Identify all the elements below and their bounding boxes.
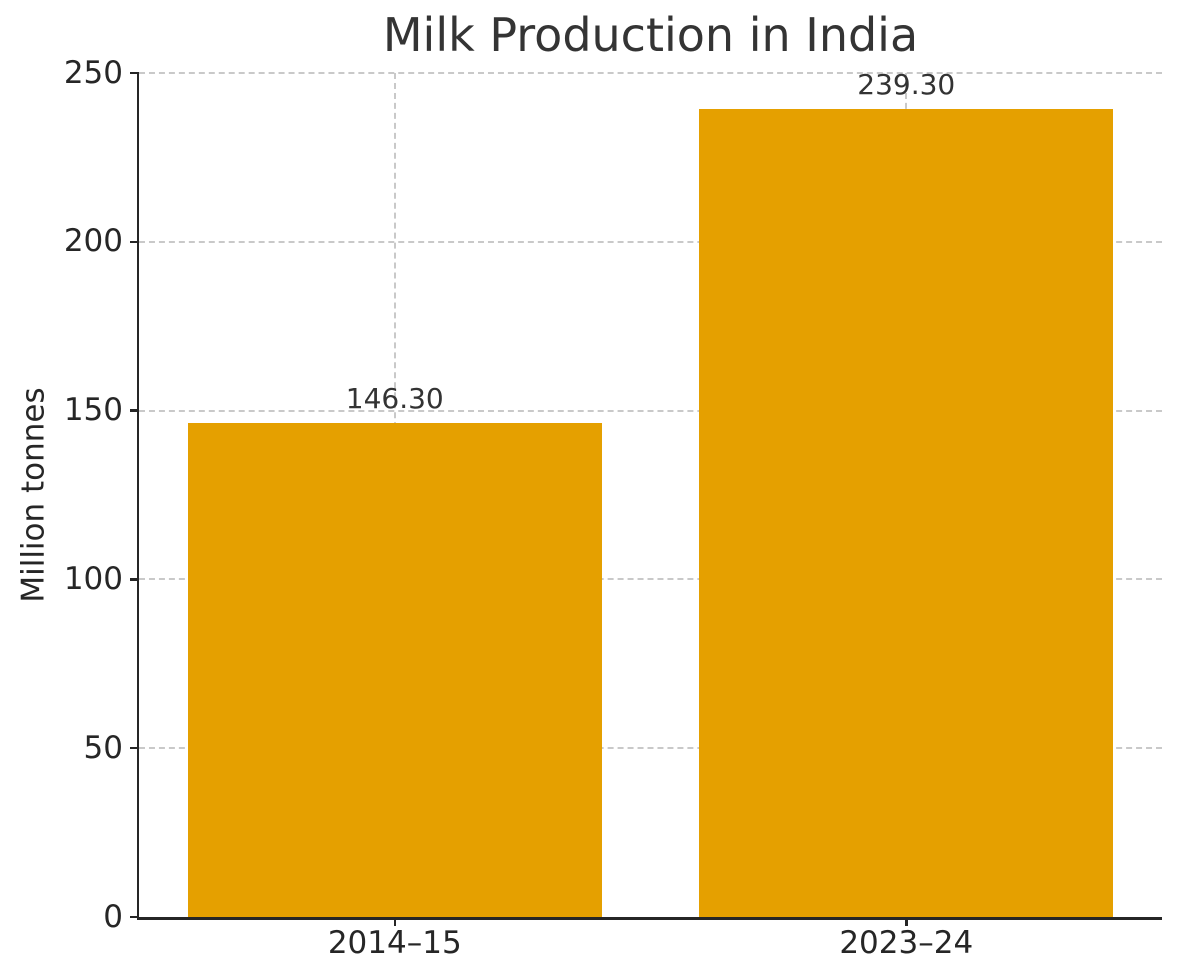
y-tick-label: 50 [83,729,123,766]
y-tick-mark [130,409,139,412]
x-tick-label: 2014–15 [327,925,462,961]
y-gridline [139,409,1162,412]
bar [187,423,602,917]
bar-value-label: 239.30 [857,68,956,102]
y-gridline [139,578,1162,581]
y-tick-mark [130,915,139,919]
y-tick-label: 200 [63,223,123,260]
x-tick-mark [393,917,396,926]
y-tick-label: 100 [63,560,123,597]
y-tick-mark [130,578,139,581]
plot-area: 0 50 100 150 200 250 146.30 2014–15 239.30 2023–2… [64,57,1162,961]
x-tick-mark [905,917,908,926]
y-tick-label: 250 [63,54,123,91]
y-gridline [139,240,1162,243]
y-gridline [139,72,1162,74]
bottom-spine [136,917,1162,920]
y-tick-mark [130,746,139,750]
y-gridline [139,747,1162,750]
x-tick-label: 2023–24 [839,925,974,961]
left-spine [136,73,139,920]
y-tick-mark [130,240,139,244]
y-tick-label: 150 [63,392,123,429]
y-tick-mark [130,71,139,75]
bar-value-label: 146.30 [345,382,444,416]
bar [699,109,1114,917]
y-tick-label: 0 [103,898,123,935]
chart-title: Milk Production in India [382,8,919,62]
